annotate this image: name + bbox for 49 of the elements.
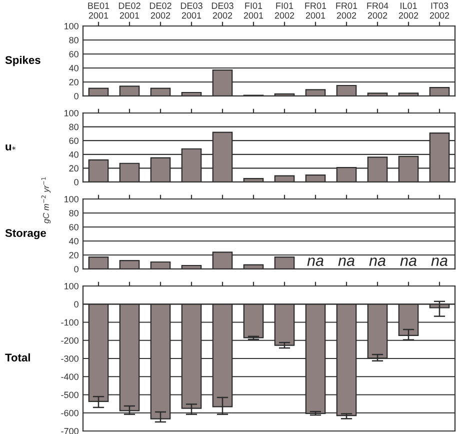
text: Total (5, 353, 30, 362)
y-tick-label: 20 (69, 165, 78, 172)
y-tick-label: 100 (64, 110, 78, 116)
text: u$_{*}$ (6, 144, 16, 150)
y-tick-label: 40 (69, 151, 78, 158)
text: Storage (5, 229, 46, 240)
x-tick-label: DE03 2002 (212, 2, 234, 19)
y-tick-label: -300 (61, 355, 78, 362)
x-tick-label: IL01 2002 (398, 2, 418, 19)
y-tick-label: -100 (61, 319, 78, 326)
y-tick-label: 60 (69, 224, 78, 230)
x-tick-label: DE03 2001 (180, 2, 202, 19)
y-tick-label: -700 (61, 428, 78, 434)
y-axis-title: gC m$^{−2}$ yr$^{−1}$ (41, 177, 51, 224)
y-tick-label: -500 (61, 392, 78, 398)
x-tick-label: FR01 2001 (305, 2, 326, 19)
annotation: na (369, 258, 386, 266)
y-tick-label: 40 (69, 238, 78, 244)
y-tick-label: 100 (64, 22, 78, 30)
x-tick-label: DE02 2001 (118, 2, 140, 19)
annotation: na (400, 258, 416, 266)
y-tick-label: 100 (64, 196, 78, 202)
x-tick-label: FI01 2001 (244, 2, 264, 19)
x-tick-label: FR04 2002 (367, 2, 388, 19)
y-tick-label: 40 (69, 64, 78, 72)
y-tick-label: 0 (74, 266, 78, 272)
x-tick-label: FI01 2002 (274, 2, 294, 19)
text: Spikes (5, 56, 40, 66)
y-tick-label: 80 (69, 210, 78, 216)
x-tick-label: FR01 2002 (336, 2, 358, 19)
y-tick-label: 0 (74, 92, 78, 100)
y-tick-label: 0 (74, 301, 78, 308)
y-tick-label: 20 (69, 252, 78, 258)
y-tick-label: 60 (69, 50, 78, 58)
x-tick-label: DE02 2002 (150, 2, 172, 19)
x-tick-label: BE01 2001 (88, 2, 110, 19)
y-tick-label: -400 (61, 374, 78, 380)
annotation: na (338, 258, 354, 266)
y-tick-label: 60 (69, 138, 78, 144)
x-tick-label: IT03 2002 (430, 2, 450, 19)
y-tick-label: 20 (69, 78, 78, 86)
y-tick-label: 80 (69, 36, 78, 44)
annotation: na (431, 258, 448, 266)
y-tick-label: 0 (74, 178, 78, 186)
y-tick-label: 100 (64, 282, 78, 290)
y-tick-label: 80 (69, 124, 78, 130)
annotation: na (307, 258, 324, 266)
y-tick-label: -200 (61, 337, 78, 344)
y-tick-label: -600 (61, 410, 78, 416)
